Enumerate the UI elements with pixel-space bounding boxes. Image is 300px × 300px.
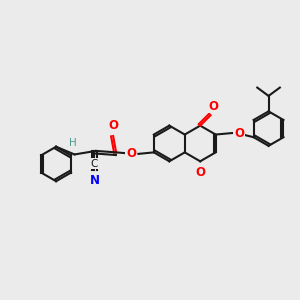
Text: O: O bbox=[126, 147, 136, 161]
Text: O: O bbox=[108, 119, 118, 133]
Text: O: O bbox=[195, 166, 205, 179]
Text: C: C bbox=[91, 159, 98, 169]
Text: N: N bbox=[89, 174, 99, 187]
Text: O: O bbox=[208, 100, 218, 113]
Text: O: O bbox=[234, 127, 244, 140]
Text: H: H bbox=[69, 138, 77, 148]
